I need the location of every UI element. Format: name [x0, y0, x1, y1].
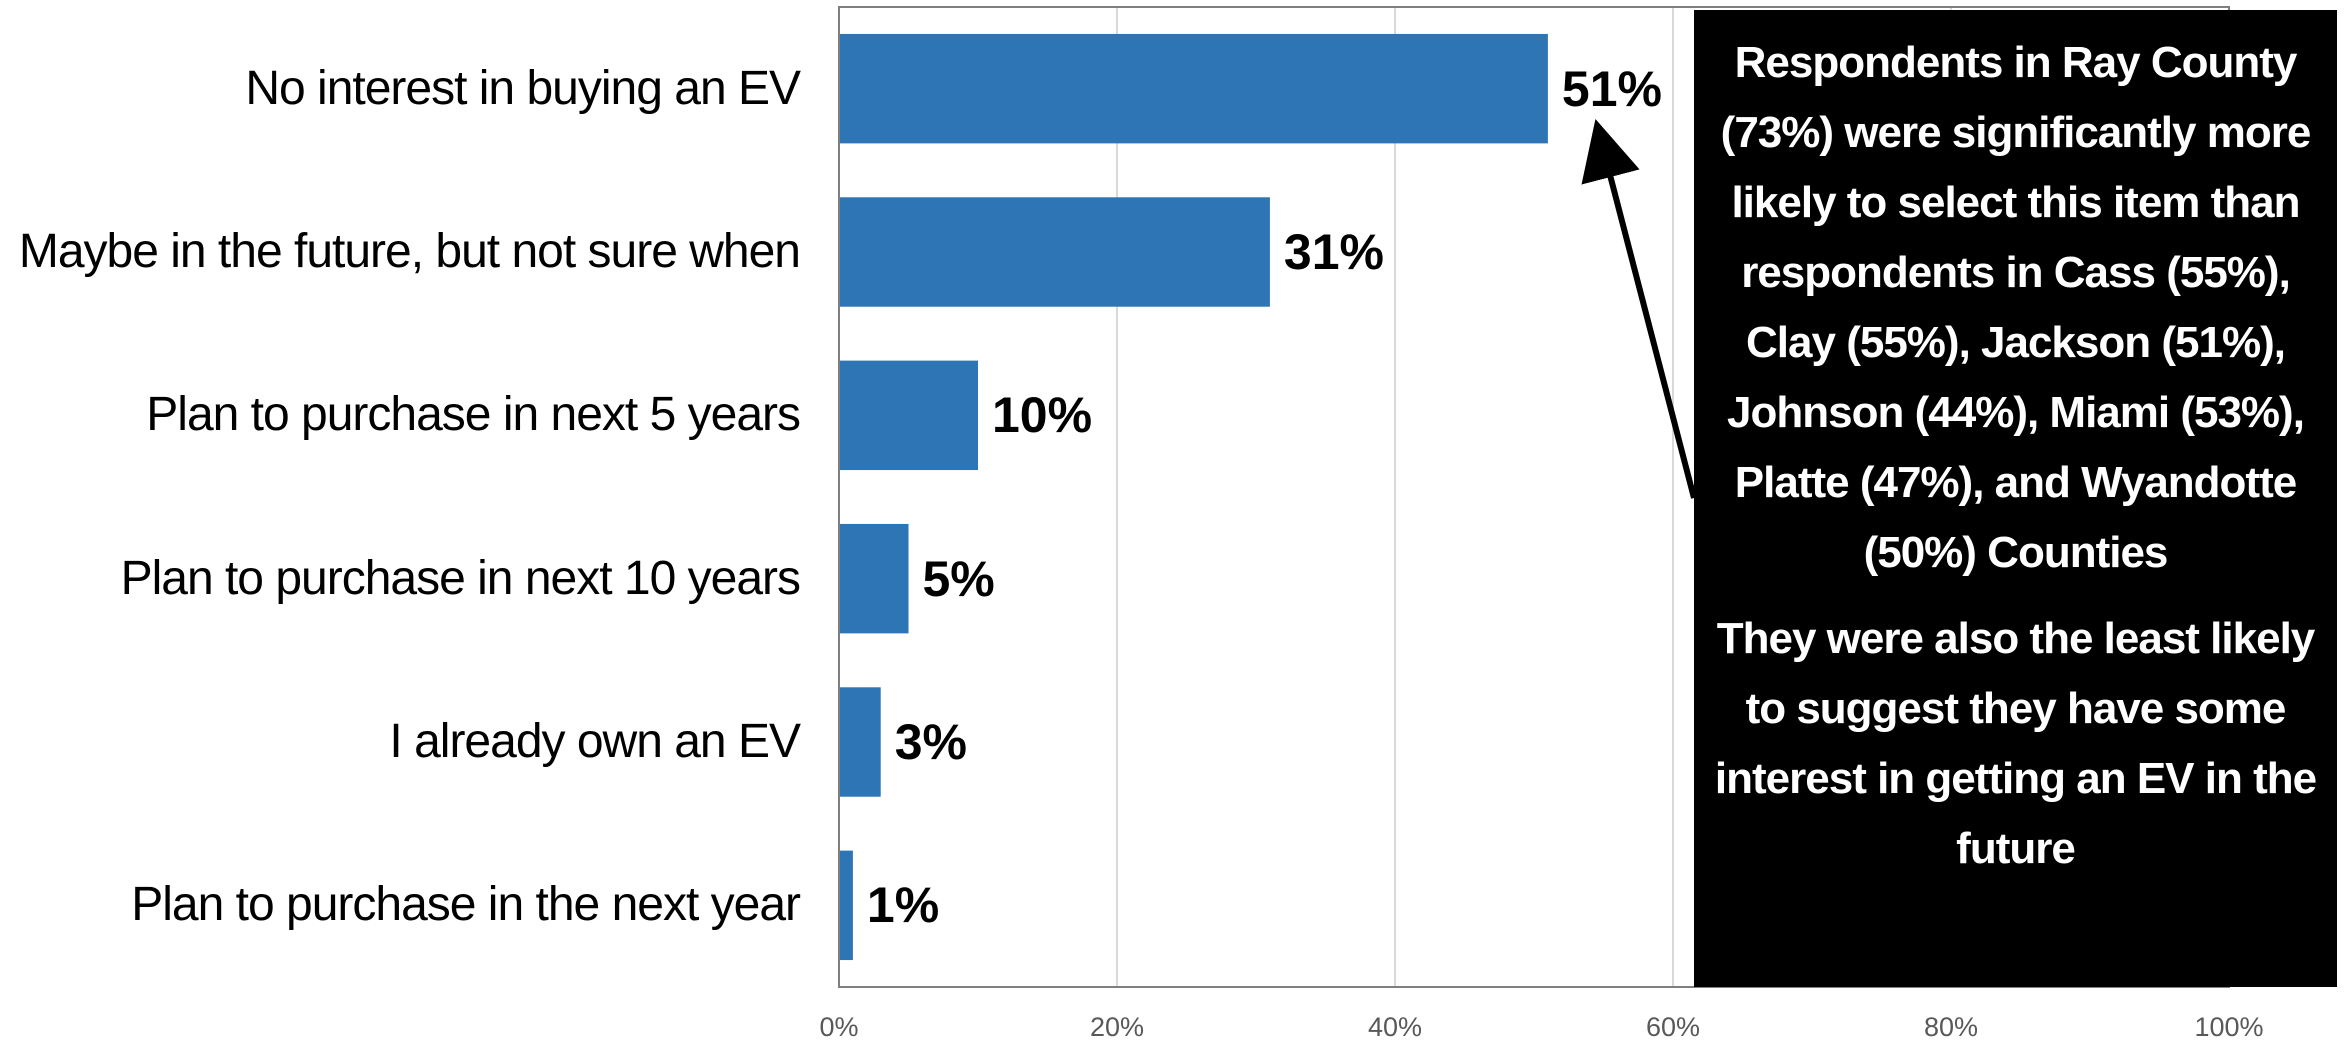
x-tick-label: 100%	[2194, 1012, 2264, 1042]
y-tick-label: Plan to purchase in next 10 years	[120, 551, 801, 605]
y-tick-label: No interest in buying an EV	[245, 61, 801, 115]
value-label: 31%	[1283, 224, 1384, 280]
value-label: 1%	[866, 877, 940, 934]
y-tick-label: Plan to purchase in the next year	[131, 878, 801, 932]
bar	[839, 687, 881, 797]
x-tick-label: 0%	[819, 1012, 859, 1042]
x-tick-label: 40%	[1367, 1012, 1423, 1042]
annotation-box: Respondents in Ray County (73%) were sig…	[1694, 10, 2337, 987]
value-label: 3%	[894, 714, 967, 770]
annotation: They were also the least likely to sugge…	[1714, 614, 2317, 873]
arrow	[1581, 118, 1697, 499]
annotation: Respondents in Ray County (73%) were sig…	[1720, 38, 2312, 577]
value-label: 51%	[1561, 60, 1662, 117]
x-tick-label: 20%	[1089, 1012, 1145, 1042]
y-tick-label: Plan to purchase in next 5 years	[146, 388, 801, 442]
bar	[839, 523, 909, 634]
bar	[839, 360, 978, 471]
value-label: 10%	[992, 387, 1093, 444]
x-tick-label: 60%	[1645, 1012, 1701, 1042]
bar	[839, 850, 853, 961]
bar	[839, 197, 1270, 307]
value-label: 5%	[922, 550, 995, 607]
y-tick-label: I already own an EV	[389, 715, 801, 768]
bar	[839, 33, 1548, 144]
x-tick-label: 80%	[1923, 1012, 1979, 1042]
y-tick-label: Maybe in the future, but not sure when	[18, 225, 801, 278]
